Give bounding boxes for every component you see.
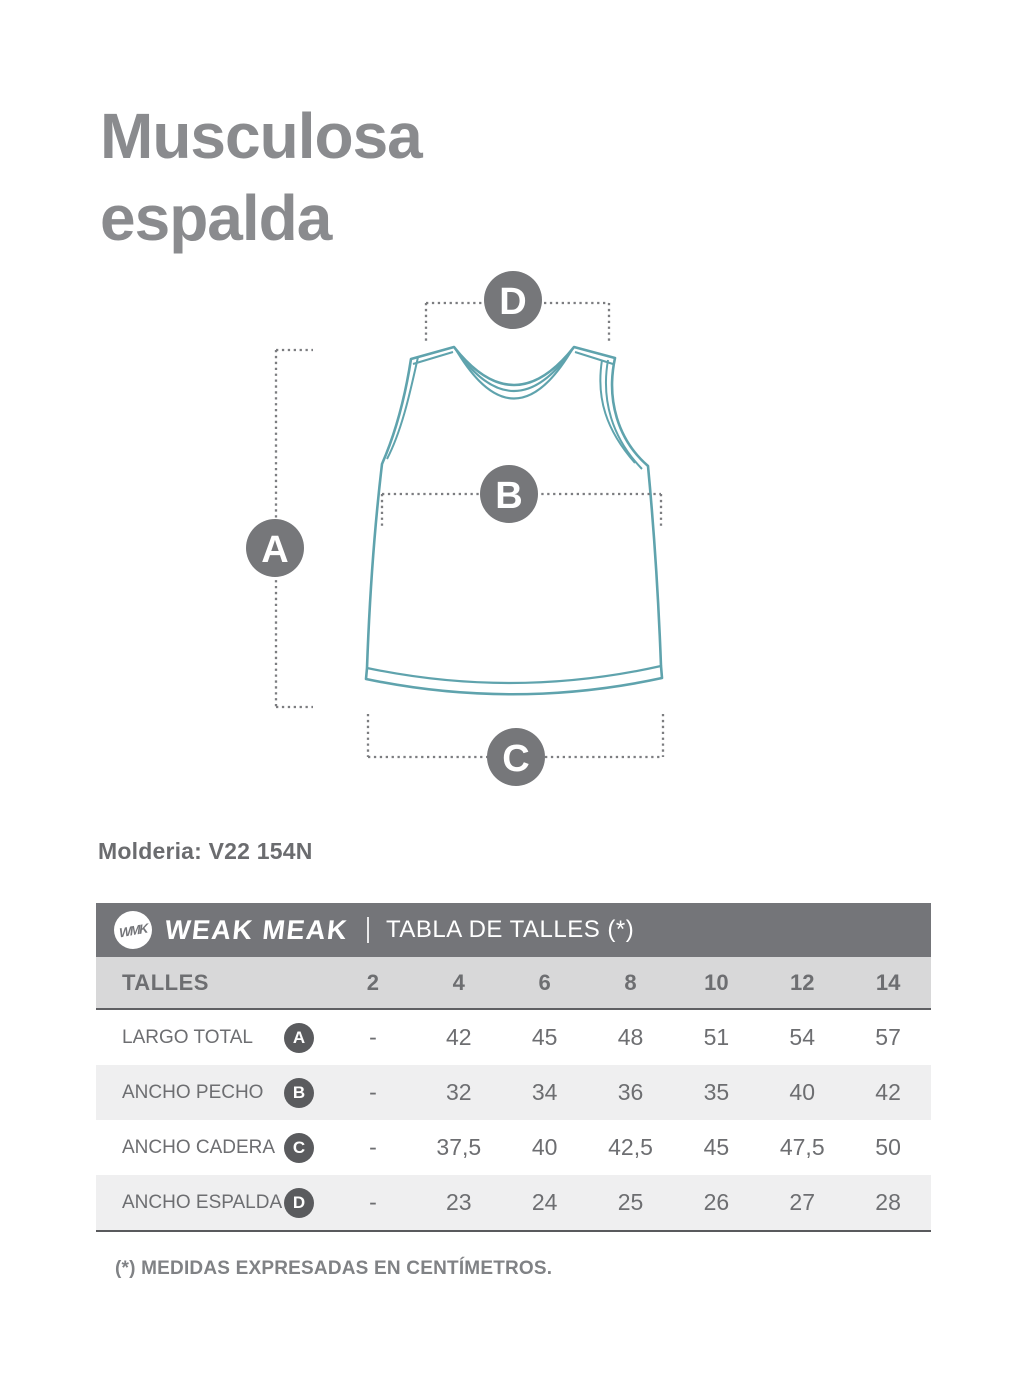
- cell: 42: [875, 1079, 901, 1105]
- size-col-4: 4: [452, 969, 465, 995]
- cell: -: [369, 1079, 377, 1105]
- brand-logo-monogram: WMK: [118, 920, 148, 940]
- size-col-12: 12: [789, 969, 815, 995]
- cell: 45: [531, 1024, 558, 1050]
- table-row-ancho-pecho: ANCHO PECHO B - 32 34 36 35 40 42: [96, 1065, 931, 1120]
- cell: 42,5: [608, 1134, 653, 1160]
- cell: 37,5: [436, 1134, 482, 1160]
- brand-logo: WMK: [114, 911, 152, 949]
- cell: 40: [789, 1079, 816, 1105]
- size-table: WMK WEAK MEAK TABLA DE TALLES (*) TALLES…: [96, 903, 931, 1232]
- brand-wordmark: WEAK MEAK: [163, 914, 350, 945]
- cell: 26: [703, 1189, 730, 1215]
- row-marker-badge-b: B: [284, 1077, 314, 1108]
- cell: 25: [617, 1189, 644, 1215]
- cell: 32: [445, 1079, 472, 1105]
- cell: 47,5: [779, 1134, 825, 1160]
- table-brand-bar: WMK WEAK MEAK TABLA DE TALLES (*): [96, 903, 931, 957]
- marker-c-letter: C: [502, 738, 529, 780]
- marker-d-letter: D: [499, 281, 526, 323]
- page-title: Musculosa espalda: [100, 96, 423, 260]
- page-title-line2: espalda: [100, 181, 332, 254]
- marker-b-letter: B: [495, 475, 522, 517]
- marker-c: C: [487, 728, 545, 786]
- row-label: ANCHO PECHO: [122, 1081, 264, 1103]
- cell: 45: [703, 1134, 730, 1160]
- measure-line-d: [424, 301, 611, 341]
- size-col-8: 8: [624, 969, 637, 995]
- size-col-2: 2: [366, 969, 380, 995]
- marker-a-letter: A: [261, 529, 288, 571]
- cell: 23: [445, 1189, 472, 1215]
- bar-divider: [367, 917, 369, 943]
- header-label: TALLES: [122, 969, 209, 995]
- row-marker-badge-a: A: [284, 1022, 314, 1053]
- cell: 50: [875, 1134, 901, 1160]
- row-label: LARGO TOTAL: [122, 1026, 253, 1048]
- cell: 40: [531, 1134, 558, 1160]
- size-col-10: 10: [704, 969, 729, 995]
- armhole-binding: [386, 351, 643, 470]
- cell: 34: [531, 1079, 558, 1105]
- cell: 54: [789, 1024, 816, 1050]
- cell: 57: [875, 1024, 901, 1050]
- cell: -: [369, 1134, 377, 1160]
- size-col-14: 14: [875, 969, 901, 995]
- measurement-markers: D A B C: [246, 271, 545, 786]
- garment-measurement-diagram: D A B C: [246, 271, 665, 786]
- table-row-ancho-cadera: ANCHO CADERA C - 37,5 40 42,5 45 47,5 50: [96, 1120, 931, 1175]
- neckline-band: [453, 346, 575, 400]
- cell: 36: [617, 1079, 644, 1105]
- row-label: ANCHO CADERA: [122, 1136, 276, 1158]
- marker-d: D: [484, 271, 542, 329]
- cell: 48: [617, 1024, 644, 1050]
- cell: 28: [875, 1189, 901, 1215]
- row-label: ANCHO ESPALDA: [122, 1191, 283, 1213]
- marker-a: A: [246, 519, 304, 577]
- cell: 27: [789, 1189, 816, 1215]
- cell: 51: [703, 1024, 730, 1050]
- size-col-6: 6: [538, 969, 551, 995]
- table-row-largo-total: LARGO TOTAL A - 42 45 48 51 54 57: [96, 1010, 931, 1065]
- cell: 42: [445, 1024, 472, 1050]
- cell: -: [369, 1024, 377, 1050]
- table-title: TABLA DE TALLES (*): [386, 916, 635, 943]
- cell: -: [369, 1189, 377, 1215]
- cell: 24: [531, 1189, 558, 1215]
- hem-band: [366, 664, 662, 685]
- cell: 35: [703, 1079, 730, 1105]
- table-row-ancho-espalda: ANCHO ESPALDA D - 23 24 25 26 27 28: [96, 1175, 931, 1232]
- row-marker-badge-d: D: [284, 1187, 314, 1218]
- table-header-row: TALLES 2 4 6 8 10 12 14: [96, 957, 931, 1010]
- molderia-reference: Molderia: V22 154N: [98, 838, 313, 864]
- row-marker-badge-c: C: [284, 1132, 314, 1163]
- page-title-line1: Musculosa: [100, 100, 423, 172]
- marker-b: B: [480, 465, 538, 523]
- units-footnote: (*) MEDIDAS EXPRESADAS EN CENTÍMETROS.: [115, 1258, 553, 1279]
